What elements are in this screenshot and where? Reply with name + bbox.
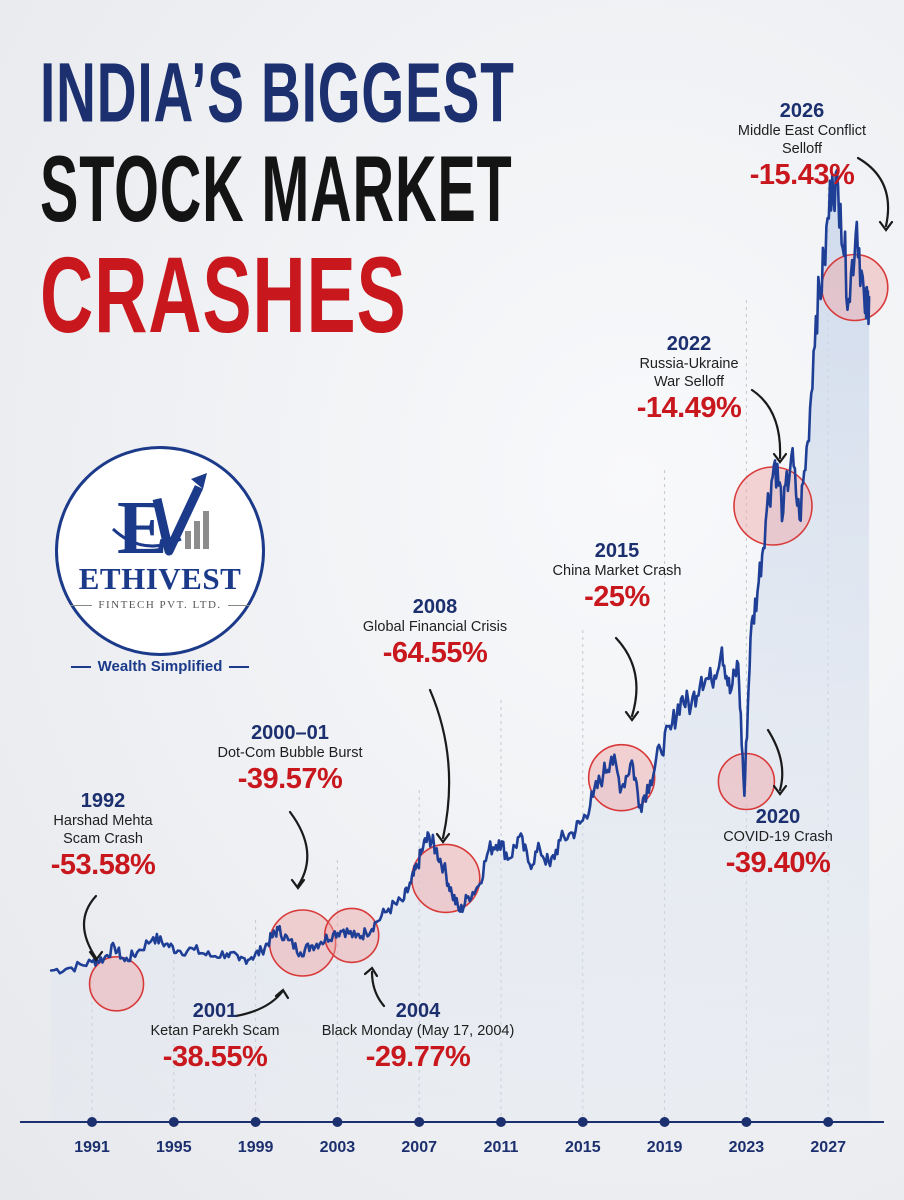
annotation-2001: 2001 Ketan Parekh Scam -38.55% (140, 1000, 290, 1075)
title-line-1: INDIA’S BIGGEST (40, 44, 515, 140)
arrow-head (88, 950, 104, 962)
x-tick-label: 2027 (810, 1139, 846, 1156)
annotation-name: Ketan Parekh Scam (150, 1023, 280, 1039)
annotation-arrow (856, 156, 890, 228)
annotation-change: -39.57% (237, 763, 343, 796)
annotation-year: 2026 (779, 100, 825, 122)
annotation-name: Black Monday (May 17, 2004) (321, 1023, 515, 1039)
crash-marker (88, 956, 145, 1012)
annotation-change: -25% (584, 581, 650, 614)
annotation-year: 2022 (666, 333, 712, 355)
annotation-name: Selloff (781, 141, 823, 158)
x-tick-dot (577, 1117, 588, 1127)
annotation-2015: 2015 China Market Crash -25% (537, 540, 697, 615)
annotation-2022: 2022 Russia-Ukraine War Selloff -14.49% (614, 333, 764, 426)
annotation-year: 2004 (395, 1000, 441, 1022)
x-tick-dot (332, 1117, 343, 1127)
arrow-head (878, 220, 894, 232)
arrow-head (274, 988, 290, 1000)
x-tick-dot (741, 1117, 752, 1127)
annotation-arrow (370, 970, 386, 1008)
logo-subtitle: FINTECH PVT. LTD. (58, 599, 262, 611)
x-tick-label: 2011 (484, 1139, 519, 1156)
annotation-year: 2000–01 (251, 722, 329, 744)
annotation-name: Scam Crash (63, 831, 143, 848)
annotation-name: Global Financial Crisis (362, 619, 508, 635)
annotation-1992: 1992 Harshad Mehta Scam Crash -53.58% (28, 790, 178, 883)
annotation-arrows (83, 156, 894, 1018)
annotation-name: Dot-Com Bubble Burst (217, 745, 363, 761)
x-tick-dot (823, 1117, 834, 1127)
annotation-2026: 2026 Middle East Conflict Selloff -15.43… (712, 100, 892, 193)
x-tick-label: 1999 (238, 1139, 274, 1156)
annotation-2008: 2008 Global Financial Crisis -64.55% (335, 596, 535, 671)
annotation-year: 2020 (755, 806, 801, 828)
annotation-name: Middle East Conflict (737, 123, 867, 139)
annotation-change: -39.40% (725, 847, 831, 880)
annotation-arrow (750, 388, 782, 460)
annotation-arrow (234, 990, 284, 1018)
annotation-year: 1992 (80, 790, 126, 812)
annotation-2000-01: 2000–01 Dot-Com Bubble Burst -39.57% (190, 722, 390, 797)
annotation-change: -64.55% (382, 637, 488, 670)
x-tick-label: 2019 (647, 1139, 683, 1156)
x-tick-dot (496, 1117, 506, 1127)
area-fill (51, 170, 870, 1122)
annotation-arrow (288, 810, 309, 888)
arrow-head (363, 966, 379, 978)
annotation-change: -14.49% (636, 392, 742, 425)
annotation-arrow (428, 688, 451, 840)
annotation-year: 2001 (192, 1000, 238, 1022)
arrow-head (290, 878, 306, 890)
x-tick-label: 2015 (565, 1139, 601, 1156)
ev-logo-icon: E (111, 473, 209, 561)
annotation-change: -15.43% (749, 159, 855, 192)
arrow-head (435, 832, 451, 844)
arrow-head (772, 452, 788, 464)
annotation-year: 2015 (594, 540, 640, 562)
x-tick-label: 2003 (320, 1139, 356, 1156)
annotation-change: -29.77% (365, 1041, 471, 1074)
x-tick-dot (659, 1117, 670, 1127)
annotation-name: Russia-Ukraine (639, 356, 739, 372)
annotation-2004: 2004 Black Monday (May 17, 2004) -29.77% (318, 1000, 518, 1075)
annotation-change: -53.58% (50, 849, 156, 882)
x-tick-dot (414, 1117, 425, 1127)
annotation-name: Harshad Mehta (53, 813, 153, 829)
title-line-3: CRASHES (40, 236, 407, 356)
tagline: Wealth Simplified (60, 658, 260, 675)
x-tick-label: 1995 (156, 1139, 192, 1156)
title-line-2: STOCK MARKET (40, 137, 513, 242)
annotation-year: 2008 (412, 596, 458, 618)
logo-name: ETHIVEST (78, 561, 242, 596)
arrow-head (624, 710, 640, 722)
annotation-name: War Selloff (653, 374, 725, 391)
annotation-arrow (766, 728, 784, 792)
annotation-arrow (83, 894, 98, 960)
x-axis: 1991 1995 1999 2003 2007 2011 2015 2019 2023 2027 (20, 1117, 884, 1156)
x-tick-dot (168, 1117, 179, 1127)
x-tick-dot (87, 1117, 97, 1127)
company-logo: E ETHIVEST FINTECH PVT. LTD. (55, 446, 265, 656)
annotation-change: -38.55% (162, 1041, 268, 1074)
arrow-head (772, 784, 788, 796)
x-tick-label: 1991 (74, 1139, 110, 1156)
x-tick-label: 2007 (401, 1139, 437, 1156)
annotation-name: COVID-19 Crash (723, 829, 833, 845)
x-tick-dot (250, 1117, 261, 1127)
x-tick-label: 2023 (729, 1139, 765, 1156)
annotation-arrow (614, 636, 638, 718)
annotation-2020: 2020 COVID-19 Crash -39.40% (703, 806, 853, 881)
series-line (49, 168, 871, 975)
annotation-name: China Market Crash (552, 563, 682, 579)
